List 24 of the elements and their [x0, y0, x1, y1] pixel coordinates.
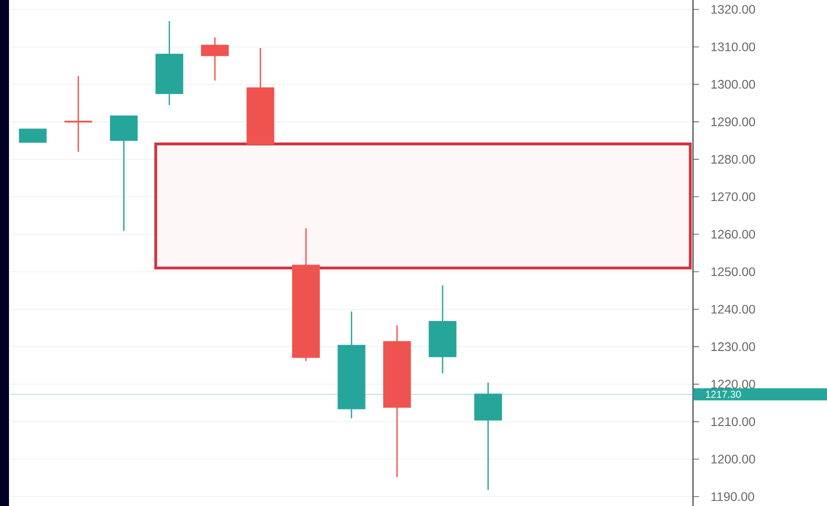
candlestick: [18, 128, 47, 143]
candlestick: [110, 116, 138, 232]
y-tick-label: 1310.00: [711, 42, 756, 52]
candlestick: [428, 284, 456, 374]
y-tick-label: 1220.00: [711, 380, 756, 389]
candlestick: [383, 324, 411, 478]
candlestick: [292, 228, 320, 362]
y-tick-label: 1210.00: [711, 417, 756, 426]
y-tick-label: 1240.00: [711, 304, 756, 314]
y-tick-label: 1250.00: [711, 267, 756, 276]
y-tick-label: 1280.00: [711, 154, 756, 164]
y-tick-label: 1300.00: [711, 80, 756, 89]
y-tick-label: 1260.00: [711, 230, 756, 239]
y-tick-label: 1320.00: [711, 4, 756, 14]
candlestick: [156, 20, 184, 106]
y-tick-label: 1190.00: [711, 492, 754, 502]
y-tick-label: 1270.00: [711, 192, 756, 202]
candlestick: [64, 75, 92, 152]
y-tick-label: 1290.00: [711, 117, 756, 126]
candlestick: [201, 36, 229, 82]
y-tick-label: 1230.00: [711, 342, 756, 352]
y-tick-label: 1200.00: [711, 454, 756, 464]
candlestick: [246, 47, 274, 145]
ref-line-label: 1217.30: [706, 390, 741, 398]
